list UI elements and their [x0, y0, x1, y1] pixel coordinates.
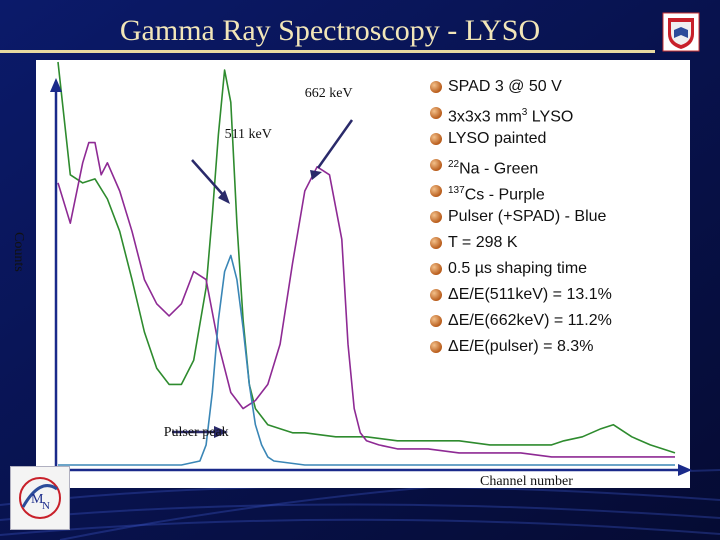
legend-item: ΔE/E(pulser) = 8.3%	[430, 334, 612, 360]
legend-item: Pulser (+SPAD) - Blue	[430, 204, 612, 230]
bullet-icon	[430, 341, 442, 353]
series-line-2	[58, 254, 675, 466]
bullet-icon	[430, 263, 442, 275]
legend-item: 137Cs - Purple	[430, 178, 612, 204]
legend-item: ΔE/E(511keV) = 13.1%	[430, 282, 612, 308]
legend-text: ΔE/E(511keV) = 13.1%	[448, 286, 612, 303]
legend-item: 0.5 µs shaping time	[430, 256, 612, 282]
legend-text: ΔE/E(662keV) = 11.2%	[448, 312, 612, 329]
annotation-511kev: 511 keV	[224, 126, 272, 142]
arrowhead-662kev	[310, 170, 322, 180]
arrow-662kev	[316, 119, 354, 169]
legend-superscript: 137	[448, 185, 465, 196]
legend-item: LYSO painted	[430, 126, 612, 152]
bullet-icon	[430, 133, 442, 145]
legend-text: SPAD 3 @ 50 V	[448, 78, 562, 95]
annotation-pulser-peak: Pulser peak	[163, 424, 229, 440]
series-line-1	[57, 141, 675, 458]
legend-item: 3x3x3 mm3 LYSO	[430, 100, 612, 126]
series-layer	[57, 61, 676, 466]
bullet-icon	[430, 185, 442, 197]
legend-text-post: Cs - Purple	[464, 186, 545, 204]
title-underline	[0, 50, 655, 53]
legend-text: ΔE/E(pulser) = 8.3%	[448, 338, 594, 355]
arrowhead-pulser	[214, 426, 228, 438]
bullet-icon	[430, 315, 442, 327]
y-axis-title: Counts	[11, 232, 26, 272]
legend-item: ΔE/E(662keV) = 11.2%	[430, 308, 612, 334]
legend-text: Pulser (+SPAD) - Blue	[448, 208, 607, 225]
legend-text-post: Na - Green	[459, 160, 539, 178]
bullet-icon	[430, 237, 442, 249]
series-line-0	[57, 61, 676, 454]
bullet-icon	[430, 81, 442, 93]
plot-panel	[36, 60, 690, 488]
arrowhead-511kev	[218, 190, 230, 204]
x-axis-title: Channel number	[480, 474, 573, 489]
legend-text-post: LYSO	[527, 108, 574, 126]
svg-text:N: N	[42, 500, 50, 512]
legend-superscript: 22	[448, 159, 460, 170]
university-crest-icon	[662, 12, 700, 52]
x-axis-arrowhead	[678, 464, 692, 476]
bullet-icon	[430, 211, 442, 223]
legend-text: T = 298 K	[448, 234, 518, 251]
legend-text: 0.5 µs shaping time	[448, 260, 588, 277]
lab-logo-icon: M N	[10, 466, 70, 530]
legend-item: T = 298 K	[430, 230, 612, 256]
bullet-icon	[430, 107, 442, 119]
annotation-662kev: 662 keV	[304, 86, 353, 102]
legend-text: LYSO painted	[448, 130, 547, 147]
y-axis-arrowhead	[50, 78, 62, 92]
legend-superscript: 3	[521, 107, 528, 118]
legend-text-pre: 3x3x3 mm	[448, 108, 522, 126]
slide-title: Gamma Ray Spectroscopy - LYSO	[119, 14, 541, 47]
arrow-511kev	[191, 159, 226, 198]
bullet-icon	[430, 159, 442, 171]
bullet-icon	[430, 289, 442, 301]
legend-item: 22Na - Green	[430, 152, 612, 178]
legend-item: SPAD 3 @ 50 V	[430, 74, 612, 100]
svg-text:M: M	[31, 492, 44, 507]
legend: SPAD 3 @ 50 V 3x3x3 mm3 LYSO LYSO painte…	[430, 74, 612, 360]
